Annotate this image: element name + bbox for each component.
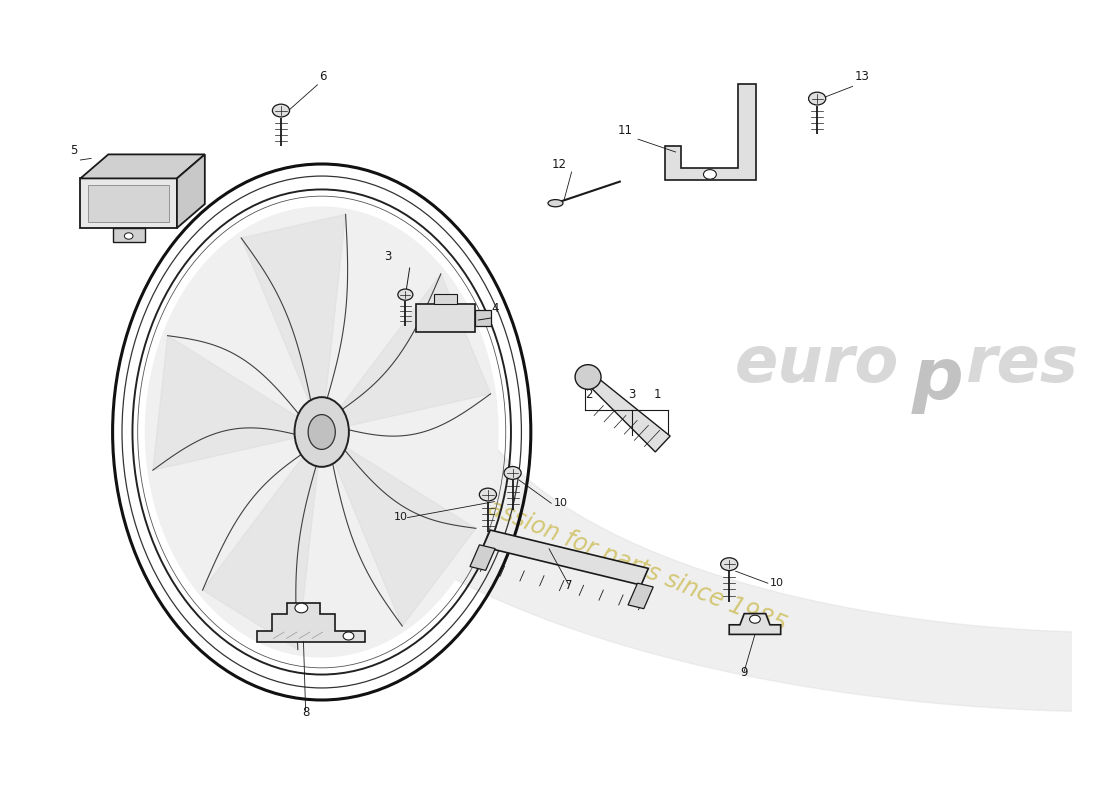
Polygon shape — [416, 304, 475, 332]
Text: 12: 12 — [551, 158, 566, 171]
Text: 6: 6 — [320, 70, 327, 83]
Text: 8: 8 — [301, 706, 309, 719]
Ellipse shape — [575, 365, 601, 390]
Text: 3: 3 — [384, 250, 392, 263]
Text: euro: euro — [735, 333, 899, 395]
Polygon shape — [202, 450, 319, 650]
Text: 4: 4 — [491, 302, 498, 315]
Polygon shape — [433, 294, 458, 304]
Polygon shape — [80, 154, 205, 178]
Text: 13: 13 — [855, 70, 870, 83]
Polygon shape — [80, 178, 177, 228]
Text: 1: 1 — [653, 388, 661, 401]
Circle shape — [398, 289, 412, 300]
Circle shape — [343, 632, 354, 640]
Text: 10: 10 — [394, 512, 407, 522]
Circle shape — [704, 170, 716, 179]
Circle shape — [749, 615, 760, 623]
Polygon shape — [475, 310, 491, 326]
Polygon shape — [153, 336, 305, 470]
Polygon shape — [470, 545, 495, 570]
Circle shape — [504, 466, 521, 479]
Ellipse shape — [145, 206, 498, 658]
Circle shape — [808, 92, 826, 105]
Text: p: p — [912, 346, 964, 414]
Text: a passion for parts since 1985: a passion for parts since 1985 — [450, 482, 790, 638]
Text: 2: 2 — [585, 388, 593, 401]
Text: 5: 5 — [69, 143, 77, 157]
Polygon shape — [241, 214, 345, 410]
Text: 10: 10 — [553, 498, 568, 508]
Polygon shape — [177, 154, 205, 228]
Polygon shape — [88, 185, 169, 222]
Polygon shape — [257, 603, 364, 642]
Circle shape — [295, 603, 308, 613]
Text: 9: 9 — [740, 666, 748, 679]
Polygon shape — [297, 430, 1100, 712]
Polygon shape — [112, 228, 145, 242]
Polygon shape — [729, 614, 781, 634]
Polygon shape — [483, 530, 648, 585]
Polygon shape — [628, 583, 653, 609]
Text: 7: 7 — [564, 579, 572, 592]
Text: res: res — [965, 333, 1078, 395]
Circle shape — [273, 104, 289, 117]
Ellipse shape — [308, 414, 336, 450]
Text: 10: 10 — [770, 578, 784, 587]
Circle shape — [720, 558, 738, 570]
Ellipse shape — [548, 200, 563, 207]
Polygon shape — [584, 373, 670, 452]
Polygon shape — [334, 274, 491, 428]
Text: 3: 3 — [628, 388, 636, 401]
Circle shape — [124, 233, 133, 239]
Polygon shape — [330, 442, 476, 626]
Circle shape — [480, 488, 496, 501]
Ellipse shape — [295, 397, 349, 467]
Text: 11: 11 — [618, 124, 632, 138]
Polygon shape — [664, 84, 756, 180]
